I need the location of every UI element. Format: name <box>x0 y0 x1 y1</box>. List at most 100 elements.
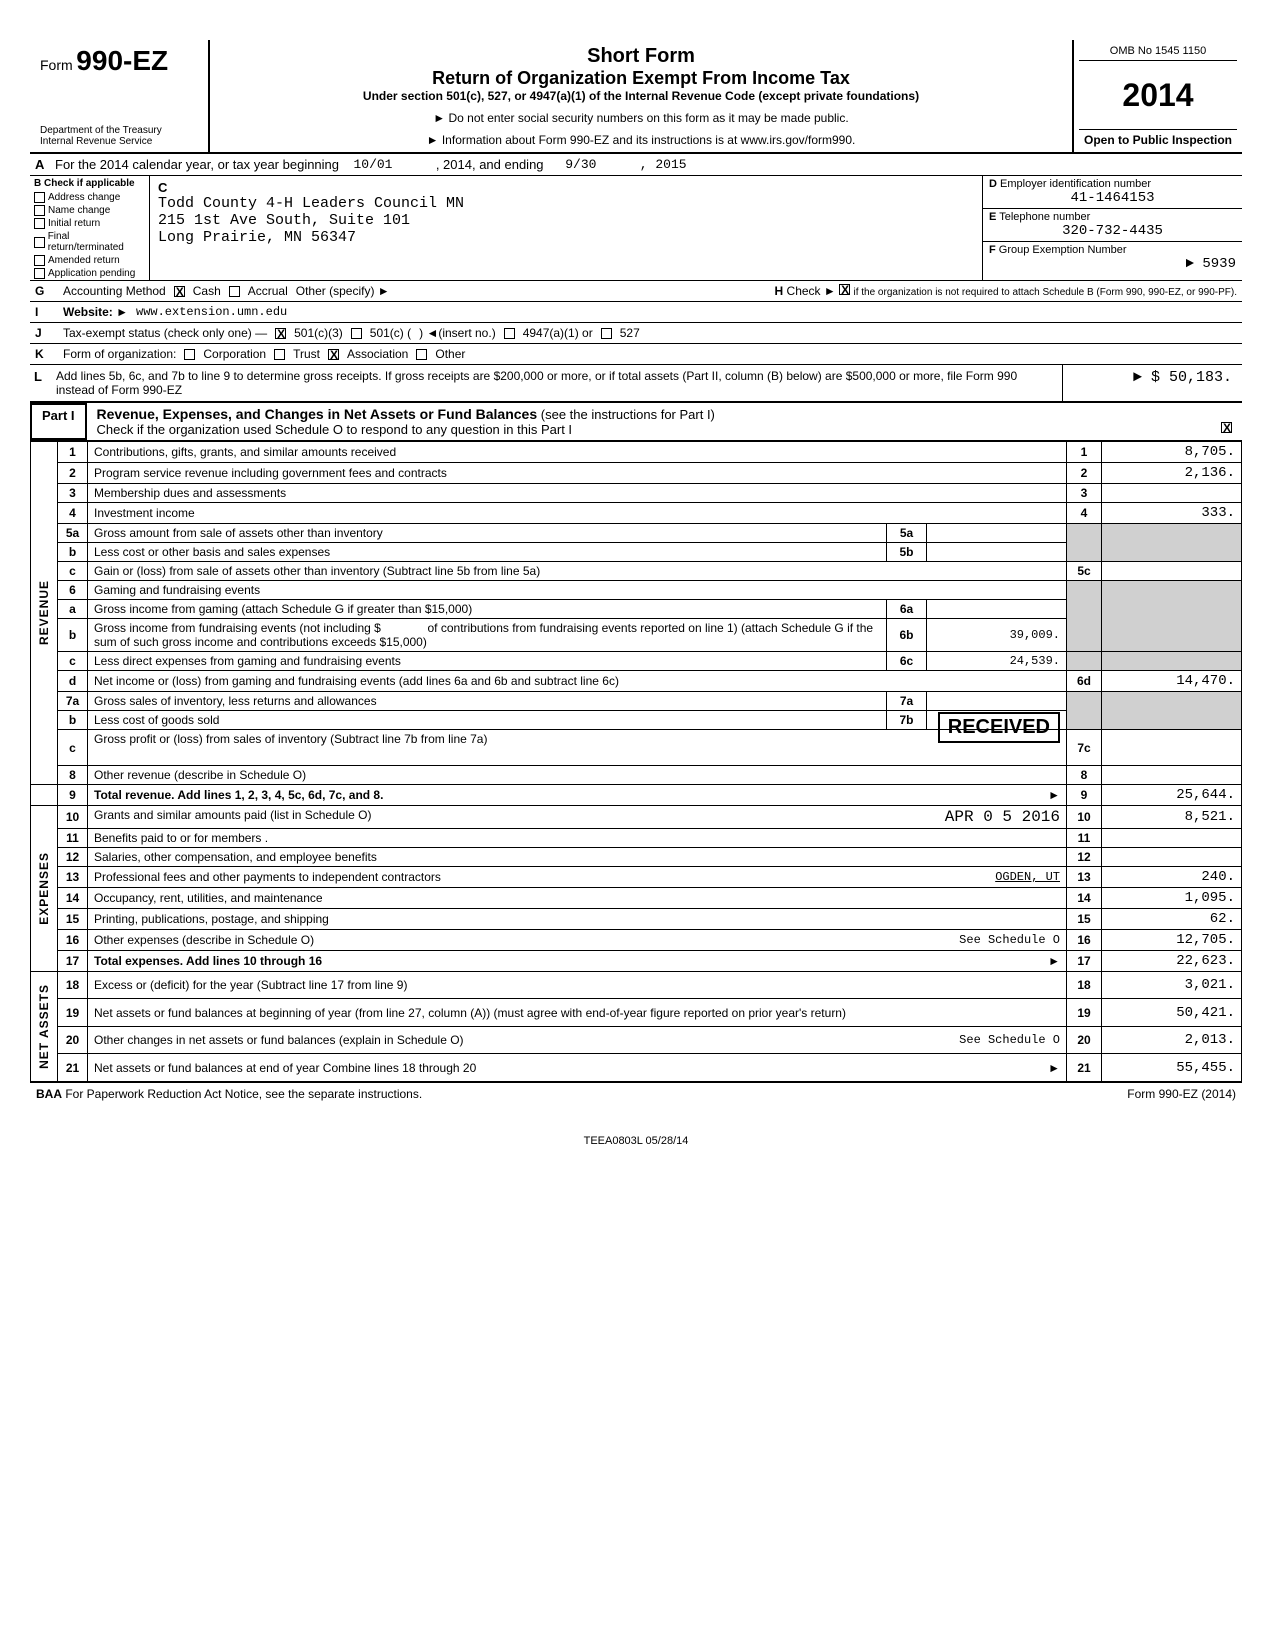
l13-ln: 13 <box>1067 867 1102 888</box>
l5c-d: Gain or (loss) from sale of assets other… <box>88 562 1067 581</box>
l7a-mn: 7a <box>887 692 927 711</box>
l13-n: 13 <box>58 867 88 888</box>
l10-d: Grants and similar amounts paid (list in… <box>94 808 371 822</box>
l18-n: 18 <box>58 972 88 999</box>
l10-v: 8,521. <box>1102 806 1242 829</box>
checkbox-schedule-o[interactable] <box>1221 422 1232 433</box>
l7a-n: 7a <box>58 692 88 711</box>
checkbox-address-change[interactable] <box>34 192 45 203</box>
checkbox-corp[interactable] <box>184 349 195 360</box>
side-expenses: EXPENSES <box>31 806 58 972</box>
row-i: I Website: ► www.extension.umn.edu <box>30 302 1242 323</box>
part1-sub: (see the instructions for Part I) <box>541 407 715 422</box>
checkbox-4947[interactable] <box>504 328 515 339</box>
form-right-box: OMB No 1545 1150 2014 Open to Public Ins… <box>1072 40 1242 152</box>
l6b-mn: 6b <box>887 619 927 652</box>
checkbox-501c[interactable] <box>351 328 362 339</box>
l6b-d: Gross income from fundraising events (no… <box>94 621 381 635</box>
f-text: Group Exemption Number <box>999 244 1127 256</box>
l5c-n: c <box>58 562 88 581</box>
checkbox-accrual[interactable] <box>229 286 240 297</box>
checkbox-527[interactable] <box>601 328 612 339</box>
l6-n: 6 <box>58 581 88 600</box>
form-center: Short Form Return of Organization Exempt… <box>210 40 1072 152</box>
col-b: B Check if applicable Address change Nam… <box>30 176 150 280</box>
g-text: Accounting Method <box>63 284 166 298</box>
checkbox-final-return[interactable] <box>34 237 45 248</box>
row-l: L Add lines 5b, 6c, and 7b to line 9 to … <box>30 365 1242 403</box>
l10-ln: 10 <box>1067 806 1102 829</box>
checkbox-initial-return[interactable] <box>34 218 45 229</box>
side-revenue: REVENUE <box>31 442 58 785</box>
b-item-1: Name change <box>48 205 110 216</box>
l9-d: Total revenue. Add lines 1, 2, 3, 4, 5c,… <box>94 788 383 802</box>
l6a-d: Gross income from gaming (attach Schedul… <box>88 600 887 619</box>
tax-year-endyear: , 2015 <box>640 157 687 172</box>
l15-v: 62. <box>1102 909 1242 930</box>
l5a-mn: 5a <box>887 524 927 543</box>
form-left-box: Form 990-EZ Department of the Treasury I… <box>30 40 210 152</box>
l12-ln: 12 <box>1067 848 1102 867</box>
l7c-v <box>1102 730 1242 766</box>
label-c: C <box>158 180 974 195</box>
checkbox-501c3[interactable] <box>275 328 286 339</box>
checkbox-name-change[interactable] <box>34 205 45 216</box>
l18-v: 3,021. <box>1102 972 1242 999</box>
checkbox-other[interactable] <box>416 349 427 360</box>
l19-d: Net assets or fund balances at beginning… <box>88 999 1067 1026</box>
tax-year: 2014 <box>1079 61 1237 129</box>
org-addr1: 215 1st Ave South, Suite 101 <box>158 212 974 229</box>
l21-ln: 21 <box>1067 1054 1102 1082</box>
checkbox-trust[interactable] <box>274 349 285 360</box>
j-opt2: 501(c) ( <box>370 326 411 340</box>
l-arrow: ► $ <box>1133 369 1160 386</box>
l17-v: 22,623. <box>1102 951 1242 972</box>
l21-d: Net assets or fund balances at end of ye… <box>94 1061 476 1075</box>
k-opt-0: Corporation <box>203 347 266 361</box>
col-c: C Todd County 4-H Leaders Council MN 215… <box>150 176 982 280</box>
g-opt3: Other (specify) ► <box>296 284 390 298</box>
l1-v: 8,705. <box>1102 442 1242 463</box>
l9-ln: 9 <box>1067 785 1102 806</box>
l11-d: Benefits paid to or for members . <box>88 829 1067 848</box>
col-def: D Employer identification number 41-1464… <box>982 176 1242 280</box>
i-text: Website: ► <box>63 305 128 319</box>
label-a: A <box>35 157 55 172</box>
h-text1: Check ► <box>787 284 836 298</box>
checkbox-cash[interactable] <box>174 286 185 297</box>
l20-n: 20 <box>58 1026 88 1053</box>
l7-shade-amt <box>1102 692 1242 730</box>
l17-d: Total expenses. Add lines 10 through 16 <box>94 954 322 968</box>
g-opt1: Cash <box>193 284 221 298</box>
tax-year-end: 9/30 <box>565 157 596 172</box>
l3-v <box>1102 484 1242 503</box>
l2-d: Program service revenue including govern… <box>88 463 1067 484</box>
l5a-mv <box>927 524 1067 543</box>
l17-ln: 17 <box>1067 951 1102 972</box>
l14-d: Occupancy, rent, utilities, and maintena… <box>88 888 1067 909</box>
checkbox-h[interactable] <box>839 284 850 295</box>
label-g: G <box>35 284 55 298</box>
b-item-5: Application pending <box>48 268 135 279</box>
checkbox-app-pending[interactable] <box>34 268 45 279</box>
l6b-n: b <box>58 619 88 652</box>
l13-d: Professional fees and other payments to … <box>94 870 441 884</box>
l6b-mv: 39,009. <box>927 619 1067 652</box>
l6c-shade-amt <box>1102 652 1242 671</box>
l13-v: 240. <box>1102 867 1242 888</box>
l5b-n: b <box>58 543 88 562</box>
label-i: I <box>35 305 55 319</box>
tax-year-begin: 10/01 <box>353 157 392 172</box>
part1-title: Revenue, Expenses, and Changes in Net As… <box>97 406 538 422</box>
l5b-d: Less cost or other basis and sales expen… <box>88 543 887 562</box>
label-f: F <box>989 244 996 256</box>
l20-v: 2,013. <box>1102 1026 1242 1053</box>
phone-value: 320-732-4435 <box>989 223 1236 239</box>
l10-n: 10 <box>58 806 88 829</box>
checkbox-amended[interactable] <box>34 255 45 266</box>
l8-n: 8 <box>58 766 88 785</box>
part1-table: REVENUE 1 Contributions, gifts, grants, … <box>30 441 1242 1082</box>
l14-v: 1,095. <box>1102 888 1242 909</box>
checkbox-assoc[interactable] <box>328 349 339 360</box>
label-b: B <box>34 178 41 189</box>
